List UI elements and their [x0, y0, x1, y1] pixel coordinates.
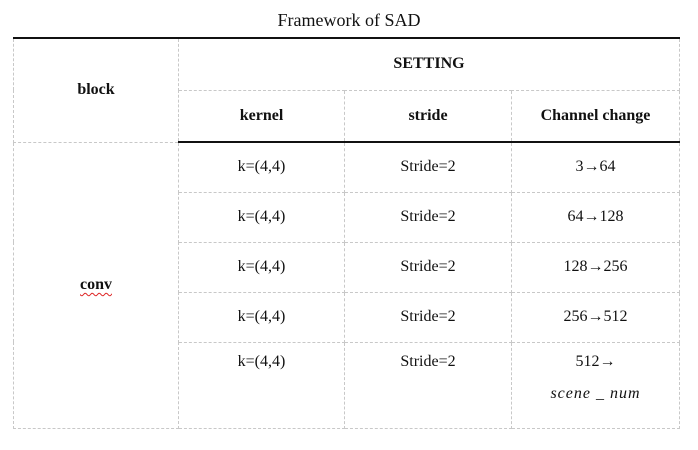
channel-cell: 3→64 — [511, 141, 680, 193]
channel-line-2: scene _ num — [550, 384, 641, 402]
block-label-conv: conv — [80, 276, 112, 293]
stride-cell: Stride=2 — [344, 291, 512, 343]
table-row: k=(4,4) Stride=2 128→256 — [14, 241, 680, 293]
block-cell: conv — [13, 141, 179, 429]
table-row: k=(4,4) Stride=2 512→ scene _ num — [14, 341, 680, 429]
header-kernel: kernel — [178, 89, 345, 143]
table-row: conv k=(4,4) Stride=2 3→64 — [13, 141, 680, 429]
table-caption: Framework of SAD — [277, 10, 421, 30]
stride-cell: Stride=2 — [344, 241, 512, 293]
channel-cell: 512→ scene _ num — [511, 341, 680, 429]
header-stride: stride — [344, 89, 512, 143]
kernel-cell: k=(4,4) — [178, 341, 345, 429]
channel-line-1: 512→ — [575, 352, 616, 370]
kernel-cell: k=(4,4) — [178, 191, 345, 243]
stride-cell: Stride=2 — [344, 141, 512, 193]
kernel-cell: k=(4,4) — [178, 241, 345, 293]
channel-cell: 64→128 — [511, 191, 680, 243]
framework-table: block SETTING kernel stride Channel chan… — [13, 37, 680, 429]
kernel-cell: k=(4,4) — [178, 291, 345, 343]
table-row: k=(4,4) Stride=2 256→512 — [14, 291, 680, 343]
header-setting: SETTING — [178, 37, 680, 91]
kernel-cell: k=(4,4) — [178, 141, 345, 193]
stride-cell: Stride=2 — [344, 341, 512, 429]
channel-cell: 256→512 — [511, 291, 680, 343]
table-row: k=(4,4) Stride=2 64→128 — [14, 191, 680, 243]
stride-cell: Stride=2 — [344, 191, 512, 243]
channel-cell: 128→256 — [511, 241, 680, 293]
header-block: block — [13, 37, 179, 143]
header-channel-change: Channel change — [511, 89, 680, 143]
